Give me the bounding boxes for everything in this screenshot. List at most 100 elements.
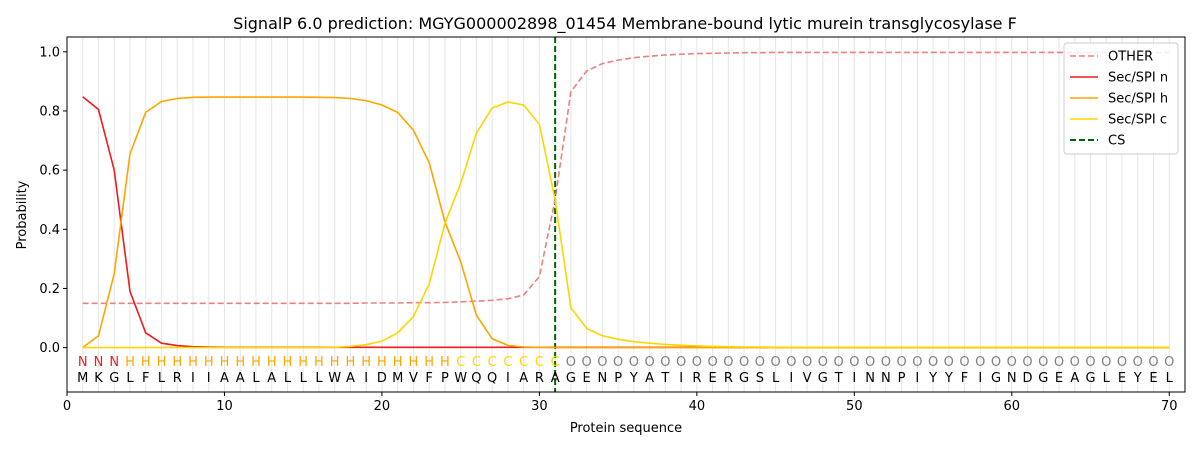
residue-label: N — [881, 371, 891, 386]
x-tick-label: 30 — [531, 399, 548, 414]
region-label: H — [235, 355, 245, 370]
residue-label: G — [818, 371, 828, 386]
residue-label: E — [1149, 371, 1157, 386]
region-label: H — [298, 355, 308, 370]
region-label: O — [739, 355, 749, 370]
residue-label: V — [803, 371, 812, 386]
x-tick-label: 20 — [374, 399, 391, 414]
region-label: H — [346, 355, 356, 370]
residue-label: T — [660, 371, 669, 386]
residue-label: L — [300, 371, 308, 386]
y-tick-label: 0.8 — [39, 104, 60, 119]
series-line-sec-spi-h — [82, 96, 1170, 349]
x-tick-label: 50 — [846, 399, 863, 414]
region-label: N — [109, 355, 119, 370]
residue-label: P — [614, 371, 622, 386]
region-label: C — [519, 355, 528, 370]
residue-label: A — [346, 371, 355, 386]
residue-label: A — [645, 371, 654, 386]
residue-label: D — [377, 371, 387, 386]
residue-label: N — [1007, 371, 1017, 386]
region-label: O — [928, 355, 938, 370]
region-label: N — [94, 355, 104, 370]
residue-label: L — [252, 371, 260, 386]
region-label: H — [141, 355, 151, 370]
residue-label: L — [284, 371, 292, 386]
region-label: C — [503, 355, 512, 370]
residue-label: F — [961, 371, 968, 386]
region-label: O — [786, 355, 796, 370]
region-label: H — [377, 355, 387, 370]
region-label: H — [424, 355, 434, 370]
region-label: O — [676, 355, 686, 370]
y-tick-label: 0.4 — [39, 223, 60, 238]
region-label: O — [645, 355, 655, 370]
residue-label: D — [1023, 371, 1033, 386]
region-label: O — [975, 355, 985, 370]
region-label: C — [456, 355, 465, 370]
legend-label: CS — [1108, 134, 1125, 149]
region-label: H — [204, 355, 214, 370]
residue-label: I — [364, 371, 368, 386]
y-tick-label: 0.6 — [39, 164, 60, 179]
residue-label: K — [94, 371, 103, 386]
region-label: O — [660, 355, 670, 370]
residue-label: E — [583, 371, 591, 386]
region-label: H — [220, 355, 230, 370]
residue-label: R — [535, 371, 544, 386]
residue-label: I — [978, 371, 982, 386]
legend-label: Sec/SPI c — [1108, 113, 1167, 128]
residue-label: P — [441, 371, 449, 386]
region-label: O — [597, 355, 607, 370]
residue-label: A — [1070, 371, 1079, 386]
region-label: O — [1117, 355, 1127, 370]
legend-label: Sec/SPI h — [1108, 92, 1168, 107]
residue-label: G — [1038, 371, 1048, 386]
region-label: O — [881, 355, 891, 370]
region-label: O — [566, 355, 576, 370]
residue-label: L — [158, 371, 166, 386]
region-label: O — [1070, 355, 1080, 370]
residue-label: M — [77, 371, 88, 386]
region-label: O — [849, 355, 859, 370]
residue-label: Q — [471, 371, 481, 386]
residue-label: E — [1055, 371, 1063, 386]
region-label: O — [707, 355, 717, 370]
residue-label: A — [267, 371, 276, 386]
residue-label: L — [1166, 371, 1174, 386]
region-label: N — [78, 355, 88, 370]
region-label: O — [896, 355, 906, 370]
region-label: H — [188, 355, 198, 370]
x-axis-ticks: 0 10 20 30 40 50 60 70 — [63, 392, 1178, 414]
region-label: O — [959, 355, 969, 370]
chart-title: SignalP 6.0 prediction: MGYG000002898_01… — [233, 14, 1017, 34]
region-label: H — [172, 355, 182, 370]
residue-label: I — [207, 371, 211, 386]
residue-label: S — [756, 371, 764, 386]
region-label: O — [582, 355, 592, 370]
region-label: O — [1101, 355, 1111, 370]
x-tick-label: 10 — [216, 399, 233, 414]
residue-label: I — [191, 371, 195, 386]
x-tick-label: 0 — [63, 399, 71, 414]
region-label: C — [551, 355, 560, 370]
region-label: O — [1148, 355, 1158, 370]
series-lines — [82, 51, 1170, 349]
residue-label: V — [409, 371, 418, 386]
residue-label: A — [519, 371, 528, 386]
residue-label: Q — [487, 371, 497, 386]
residue-label: G — [991, 371, 1001, 386]
region-label: H — [157, 355, 167, 370]
residue-label: W — [328, 371, 341, 386]
region-label: O — [833, 355, 843, 370]
region-label: O — [1054, 355, 1064, 370]
y-tick-label: 1.0 — [39, 45, 60, 60]
residue-label: Y — [944, 371, 953, 386]
region-label: O — [818, 355, 828, 370]
region-label: H — [267, 355, 277, 370]
residue-label: T — [834, 371, 843, 386]
region-label: H — [251, 355, 261, 370]
region-label: O — [1038, 355, 1048, 370]
legend-label: OTHER — [1108, 50, 1153, 65]
